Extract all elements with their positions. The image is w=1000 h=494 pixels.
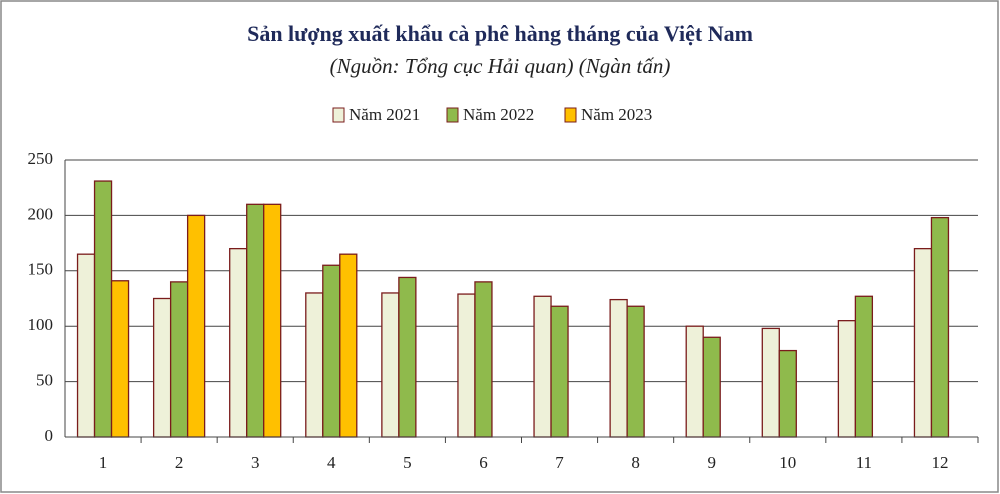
legend-label: Năm 2021 [349,105,420,124]
legend-swatch [332,107,345,123]
x-tick-label: 5 [403,453,412,472]
y-tick-label: 0 [45,426,54,445]
x-tick-label: 10 [779,453,796,472]
bar [381,292,400,438]
bar [474,281,493,438]
x-tick-label: 4 [327,453,336,472]
chart-subtitle: (Nguồn: Tổng cục Hải quan) (Ngàn tấn) [330,54,671,78]
bar [761,327,780,438]
legend-swatch [564,107,577,123]
x-tick-label: 9 [707,453,716,472]
x-tick-label: 3 [251,453,260,472]
bar [246,203,265,438]
bar [930,216,950,438]
x-tick-label: 2 [175,453,184,472]
bar [110,280,130,438]
x-tick-label: 8 [631,453,640,472]
bar [854,295,874,438]
bar [322,264,341,438]
legend-label: Năm 2023 [581,105,652,124]
bar [169,281,189,438]
legend-swatch [446,107,459,123]
bar [702,336,721,438]
y-tick-label: 100 [28,315,54,334]
bar [398,276,417,438]
bar [186,214,206,438]
bar [229,247,248,438]
bar [93,180,113,438]
bar [626,305,645,438]
bar [837,320,857,438]
bar [685,325,704,438]
bar [457,293,476,438]
y-tick-label: 150 [28,260,54,279]
bar [913,247,933,438]
bar [778,349,797,438]
y-tick-label: 50 [36,371,53,390]
x-tick-label: 1 [99,453,108,472]
bar [609,298,628,438]
bar [76,253,96,438]
x-tick-label: 6 [479,453,488,472]
bar [305,292,324,438]
bar [550,305,569,438]
y-tick-label: 200 [28,204,54,223]
legend-label: Năm 2022 [463,105,534,124]
x-tick-label: 12 [931,453,948,472]
chart-title: Sản lượng xuất khẩu cà phê hàng tháng củ… [247,21,753,46]
bar [152,297,172,438]
bar [263,203,282,438]
x-tick-label: 7 [555,453,564,472]
x-tick-label: 11 [856,453,872,472]
bar [339,253,358,438]
y-tick-label: 250 [28,149,54,168]
bar [533,295,552,438]
